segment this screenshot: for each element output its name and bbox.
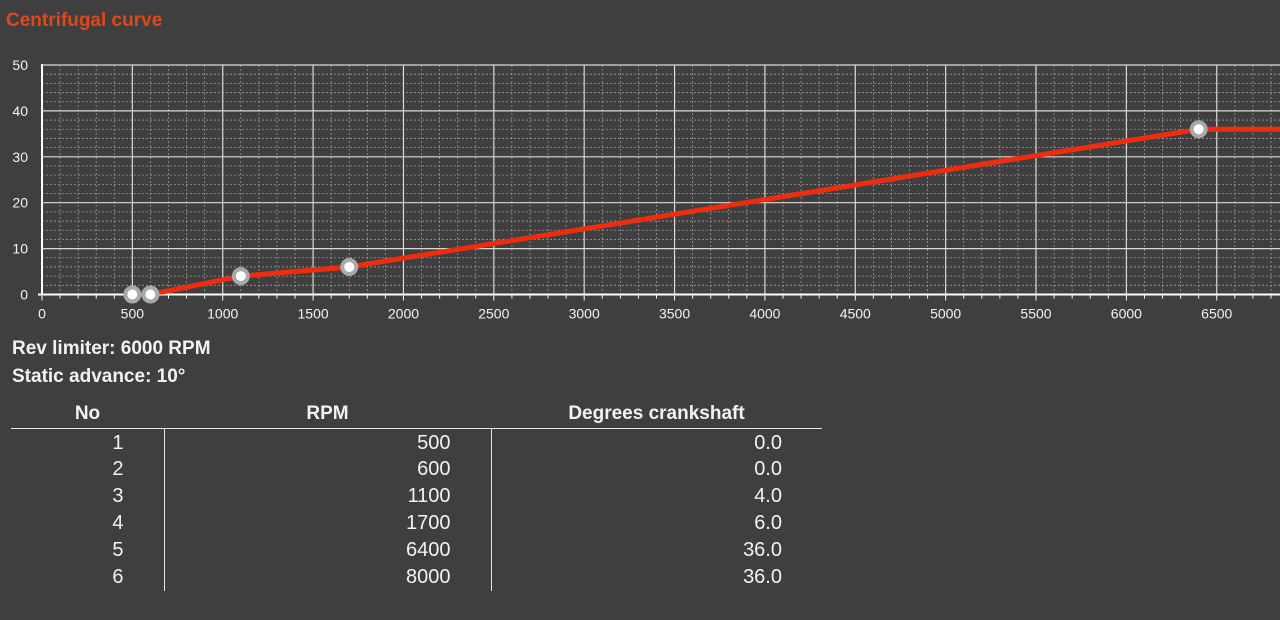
- y-tick-label: 30: [12, 149, 28, 165]
- static-advance-text: Static advance: 10°: [12, 366, 186, 387]
- row-degrees[interactable]: 36.0: [490, 536, 822, 564]
- row-rpm[interactable]: 8000: [163, 563, 491, 591]
- row-rpm[interactable]: 6400: [163, 536, 491, 564]
- table-row[interactable]: 4 1700 6.0: [11, 509, 822, 537]
- table-row[interactable]: 5 6400 36.0: [11, 536, 822, 564]
- row-no: 3: [112, 484, 124, 507]
- x-tick-label: 6500: [1201, 306, 1232, 322]
- table-row[interactable]: 3 1100 4.0: [11, 482, 822, 510]
- y-tick-label: 0: [20, 287, 28, 303]
- column-header-no: No: [11, 400, 164, 429]
- table-header-row: No RPM Degrees crankshaft: [11, 400, 822, 429]
- centrifugal-curve-chart[interactable]: 0 500 1000 1500 2000 2500 3000 3500 4000 4500 5000…: [0, 55, 1280, 335]
- x-tick-label: 4500: [840, 306, 871, 322]
- table-row[interactable]: 2 600 0.0: [11, 455, 822, 483]
- x-tick-label: 1000: [207, 306, 238, 322]
- x-tick-label: 4000: [749, 306, 780, 322]
- row-no: 2: [112, 457, 124, 480]
- curve-point-marker[interactable]: [141, 285, 160, 304]
- y-tick-label: 40: [12, 103, 28, 119]
- x-tick-label: 5000: [930, 306, 961, 322]
- row-degrees[interactable]: 0.0: [490, 428, 822, 456]
- x-tick-label: 3000: [569, 306, 600, 322]
- row-degrees[interactable]: 4.0: [490, 482, 822, 510]
- row-degrees[interactable]: 0.0: [490, 455, 822, 483]
- table-row[interactable]: 1 500 0.0: [11, 428, 822, 456]
- curve-point-marker[interactable]: [123, 285, 142, 304]
- curve-point-marker[interactable]: [1189, 120, 1208, 139]
- x-tick-label: 0: [38, 306, 46, 322]
- row-no: 6: [112, 565, 124, 588]
- rev-limiter-text: Rev limiter: 6000 RPM: [12, 338, 211, 359]
- curve-series-line: [132, 126, 1280, 295]
- curve-points-table: No RPM Degrees crankshaft 1 500 0.0 2 60…: [11, 400, 822, 591]
- x-tick-label: 2000: [388, 306, 419, 322]
- y-tick-label: 50: [12, 57, 28, 73]
- x-tick-label: 3500: [659, 306, 690, 322]
- row-no: 5: [112, 538, 124, 561]
- chart-title: Centrifugal curve: [6, 10, 163, 31]
- x-tick-label: 6000: [1111, 306, 1142, 322]
- row-no: 4: [112, 511, 124, 534]
- x-tick-label: 2500: [478, 306, 509, 322]
- row-rpm[interactable]: 1100: [163, 482, 491, 510]
- x-tick-label: 1500: [298, 306, 329, 322]
- row-rpm[interactable]: 600: [163, 455, 491, 483]
- y-tick-label: 10: [12, 241, 28, 257]
- row-degrees[interactable]: 6.0: [490, 509, 822, 537]
- y-tick-label: 20: [12, 195, 28, 211]
- row-no: 1: [112, 432, 124, 455]
- x-tick-label: 5500: [1020, 306, 1051, 322]
- table-row[interactable]: 6 8000 36.0: [11, 563, 822, 591]
- column-header-rpm: RPM: [164, 400, 491, 429]
- curve-point-marker[interactable]: [231, 267, 250, 286]
- x-tick-label: 500: [121, 306, 145, 322]
- row-rpm[interactable]: 1700: [163, 509, 491, 537]
- column-header-degrees: Degrees crankshaft: [491, 400, 822, 429]
- row-rpm[interactable]: 500: [163, 428, 491, 456]
- row-degrees[interactable]: 36.0: [490, 563, 822, 591]
- curve-point-marker[interactable]: [340, 257, 359, 276]
